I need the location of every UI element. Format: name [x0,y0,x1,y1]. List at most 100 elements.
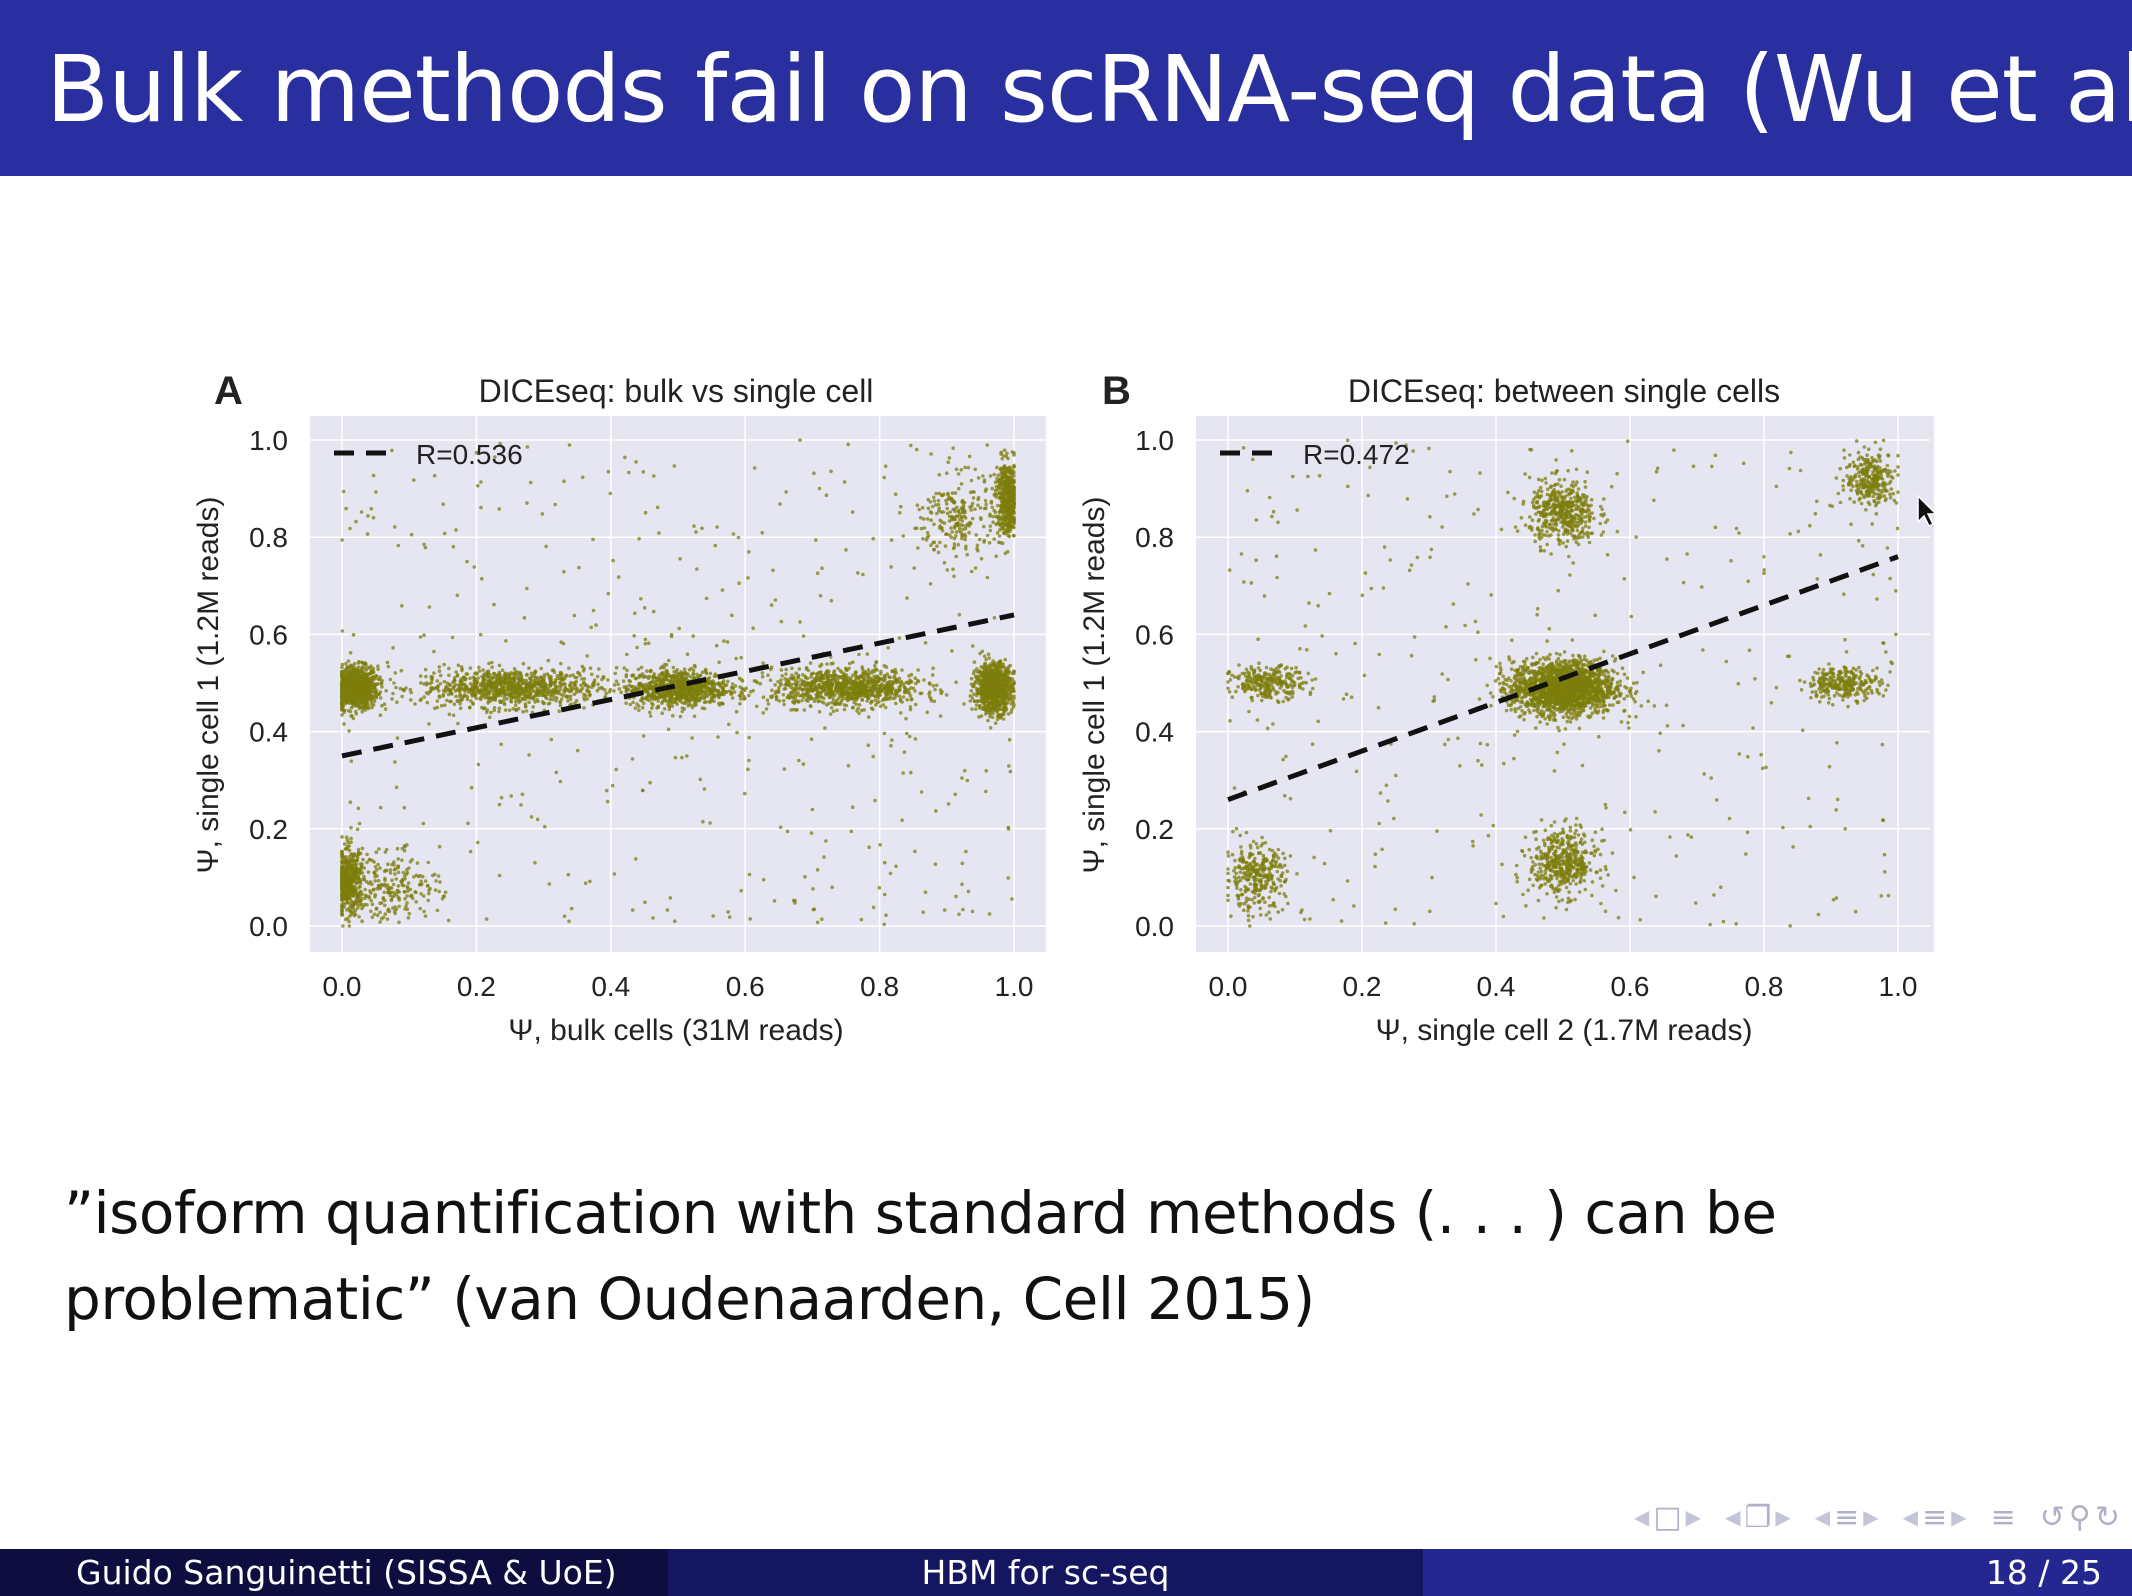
panel-a-point [991,659,995,663]
panel-a-point [779,678,783,682]
panel-a-point [648,669,653,674]
panel-a-point [860,698,865,702]
panel-a-point [658,666,663,670]
panel-a-point [656,678,660,683]
panel-a-point [690,705,695,710]
panel-a-point [582,706,586,710]
panel-a-point [353,703,358,707]
panel-a-point [824,691,829,695]
panel-a-point [497,706,502,711]
panel-a-point [341,684,346,689]
panel-a-point [849,682,853,686]
panel-a-point [555,674,560,678]
panel-a-point [447,666,451,671]
panel-a-point [465,697,470,702]
panel-a-point [515,694,519,699]
panel-a-point [487,661,491,666]
panel-a-point [789,691,793,696]
panel-a-point [432,671,436,675]
panel-a-point [361,671,366,675]
panel-a-point [557,709,561,713]
panel-a-point [1001,717,1006,721]
panel-a-point [678,672,682,677]
panel-a-point [604,691,608,696]
panel-a-point [842,672,846,676]
panel-a-point [982,693,986,697]
panel-a-point [683,676,687,680]
panel-a-point [596,682,600,687]
panel-a-point [358,686,363,691]
panel-a-point [818,676,823,681]
panel-a-point [555,684,560,689]
panel-a-point [486,687,490,692]
panel-a-point [988,668,993,673]
panel-a-point [874,675,878,680]
panel-a-point [542,675,547,679]
panel-a-point [681,692,685,697]
panel-a-point [544,683,549,688]
panel-a-point [437,695,442,700]
panel-a-point [785,682,789,686]
panel-a-point [353,888,357,893]
panel-a-point [456,663,461,668]
panel-a-point [989,664,993,669]
panel-a-point [344,861,348,865]
panel-a-point [607,690,612,694]
panel-a-point [979,671,983,675]
panel-a-point [683,684,687,689]
panel-a-point [867,675,872,680]
panel-a-point [509,699,513,704]
panel-a-point [900,700,904,704]
panel-a-point [458,706,463,710]
panel-a-point [1010,707,1014,712]
panel-a-point [811,671,816,675]
panel-a-point [804,667,809,671]
panel-a-point [822,676,826,681]
panel-a-point [933,687,937,692]
panel-a-point [866,680,870,685]
panel-a-point [656,699,660,703]
panel-a-point [906,687,911,692]
panel-a-point [796,674,801,679]
panel-a-point [616,682,620,687]
panel-a-point [855,709,859,713]
panel-a-point [370,702,374,707]
panel-a-point [849,686,853,691]
panel-a-point [715,689,719,694]
panel-a-point [541,686,546,691]
panel-a-point [340,665,344,670]
panel-a-point [521,709,525,714]
panel-a-point [869,699,874,704]
panel-a-point [400,694,404,699]
panel-a-point [436,685,440,689]
panel-a-point [347,848,352,853]
panel-a-point [539,693,544,698]
panel-a-point [690,696,694,700]
panel-a-point [990,700,994,705]
panel-a-point [679,681,683,685]
panel-a-point [442,662,447,667]
panel-a-point [847,694,851,698]
panel-a-point [682,667,687,671]
panel-a-point [412,875,416,879]
panel-a-point [563,682,567,687]
panel-a-point [706,677,711,681]
panel-a-point [881,703,885,707]
panel-a-point [360,694,364,698]
panel-a-point [710,688,714,693]
panel-a-point [814,672,819,676]
panel-a-point [982,668,987,672]
panel-a-point [650,701,654,705]
panel-a-point [842,707,847,712]
panel-a-point [428,689,432,694]
panel-a-point [407,911,412,916]
panel-a-point [702,700,707,704]
panel-a-point [368,688,372,692]
panel-a-point [544,696,549,701]
panel-a-point [669,699,673,703]
panel-a-title: DICEseq: bulk vs single cell [479,373,874,409]
panel-a-point [624,673,629,677]
panel-a-point [348,888,353,893]
panel-a-point [525,689,529,693]
panel-a-point [974,707,978,711]
